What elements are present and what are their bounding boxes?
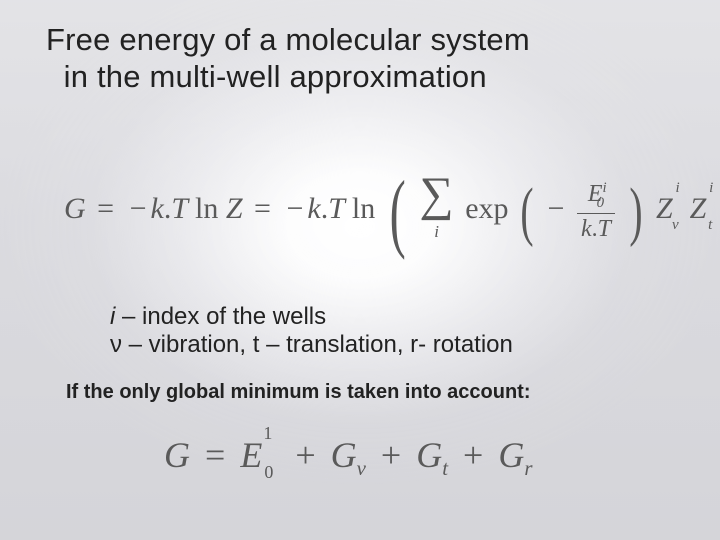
note-line-1: i – index of the wells	[110, 303, 513, 331]
op-minus: −	[126, 192, 151, 225]
note-line-2: ν – vibration, t – translation, r- rotat…	[110, 331, 513, 359]
equation-global-min: G = E 1 0 + Gν + Gt + Gr	[164, 434, 532, 481]
sym-G: G	[64, 192, 86, 225]
op-minus3: −	[546, 192, 567, 225]
note-i-rest: – index of the wells	[115, 303, 326, 330]
Z2: Z	[690, 192, 707, 225]
outer-paren-group: ( ∑ i exp ( − Ei0 k.T ) Z i ν	[383, 180, 720, 243]
Z1-sup: i	[675, 180, 679, 197]
eq2-Gr-sub: r	[524, 456, 532, 480]
fn-ln2: ln	[352, 192, 375, 225]
num-sup: i	[603, 180, 607, 196]
Z1-sub: ν	[672, 217, 679, 234]
sym-T: T	[171, 192, 187, 225]
eq2-E-sub: 0	[264, 462, 273, 483]
note-nu: ν	[110, 331, 122, 358]
eq2-Gnu-sub: ν	[357, 456, 366, 480]
index-notes: i – index of the wells ν – vibration, t …	[110, 303, 513, 359]
inner-paren-group: ( − Ei0 k.T )	[516, 180, 647, 243]
op-eq: =	[93, 192, 118, 225]
sym-Z: Z	[226, 192, 243, 225]
frac-bar	[577, 213, 615, 214]
Z2-sub: t	[708, 217, 712, 234]
fn-exp: exp	[465, 192, 508, 225]
op-eq2: =	[250, 192, 275, 225]
sum-index: i	[420, 222, 454, 242]
fraction: Ei0 k.T	[577, 180, 615, 243]
eq2-Gt: G	[416, 435, 442, 475]
eq2-Gnu: G	[331, 435, 357, 475]
eq2-plus2: +	[375, 435, 407, 475]
eq2-eq: =	[199, 435, 231, 475]
eq2-E-sup: 1	[263, 423, 272, 444]
eq2-E0: E 1 0	[240, 434, 262, 476]
den-T: T	[598, 216, 611, 242]
sym-T2: T	[328, 192, 344, 225]
sigma-icon: ∑	[420, 181, 454, 210]
Z-nu: Z i ν	[656, 192, 673, 226]
title-line-1: Free energy of a molecular system	[46, 22, 530, 57]
eq2-Gr: G	[498, 435, 524, 475]
Z-t: Z i t	[690, 192, 707, 226]
frac-num: Ei0	[577, 180, 615, 211]
op-minus2: −	[282, 192, 307, 225]
condition-text: If the only global minimum is taken into…	[66, 381, 530, 404]
frac-den: k.T	[577, 216, 615, 242]
sym-k2: k	[307, 192, 320, 225]
sym-k: k	[151, 192, 164, 225]
equation-free-energy: G = −k.T ln Z = −k.T ln ( ∑ i exp ( − Ei…	[64, 180, 720, 243]
title-line-2: in the multi-well approximation	[64, 59, 487, 94]
num-sub: 0	[597, 195, 604, 211]
eq2-G: G	[164, 435, 190, 475]
den-k: k	[581, 216, 592, 242]
fn-ln: ln	[195, 192, 218, 225]
eq2-plus3: +	[457, 435, 489, 475]
Z2-sup: i	[709, 180, 713, 197]
Z1: Z	[656, 192, 673, 225]
slide-title: Free energy of a molecular system in the…	[0, 0, 720, 95]
sum-block: ∑ i	[420, 181, 454, 242]
eq2-E: E	[240, 435, 262, 475]
eq2-Gt-sub: t	[442, 456, 448, 480]
note-nu-rest: – vibration, t – translation, r- rotatio…	[122, 331, 513, 358]
eq2-plus1: +	[289, 435, 321, 475]
